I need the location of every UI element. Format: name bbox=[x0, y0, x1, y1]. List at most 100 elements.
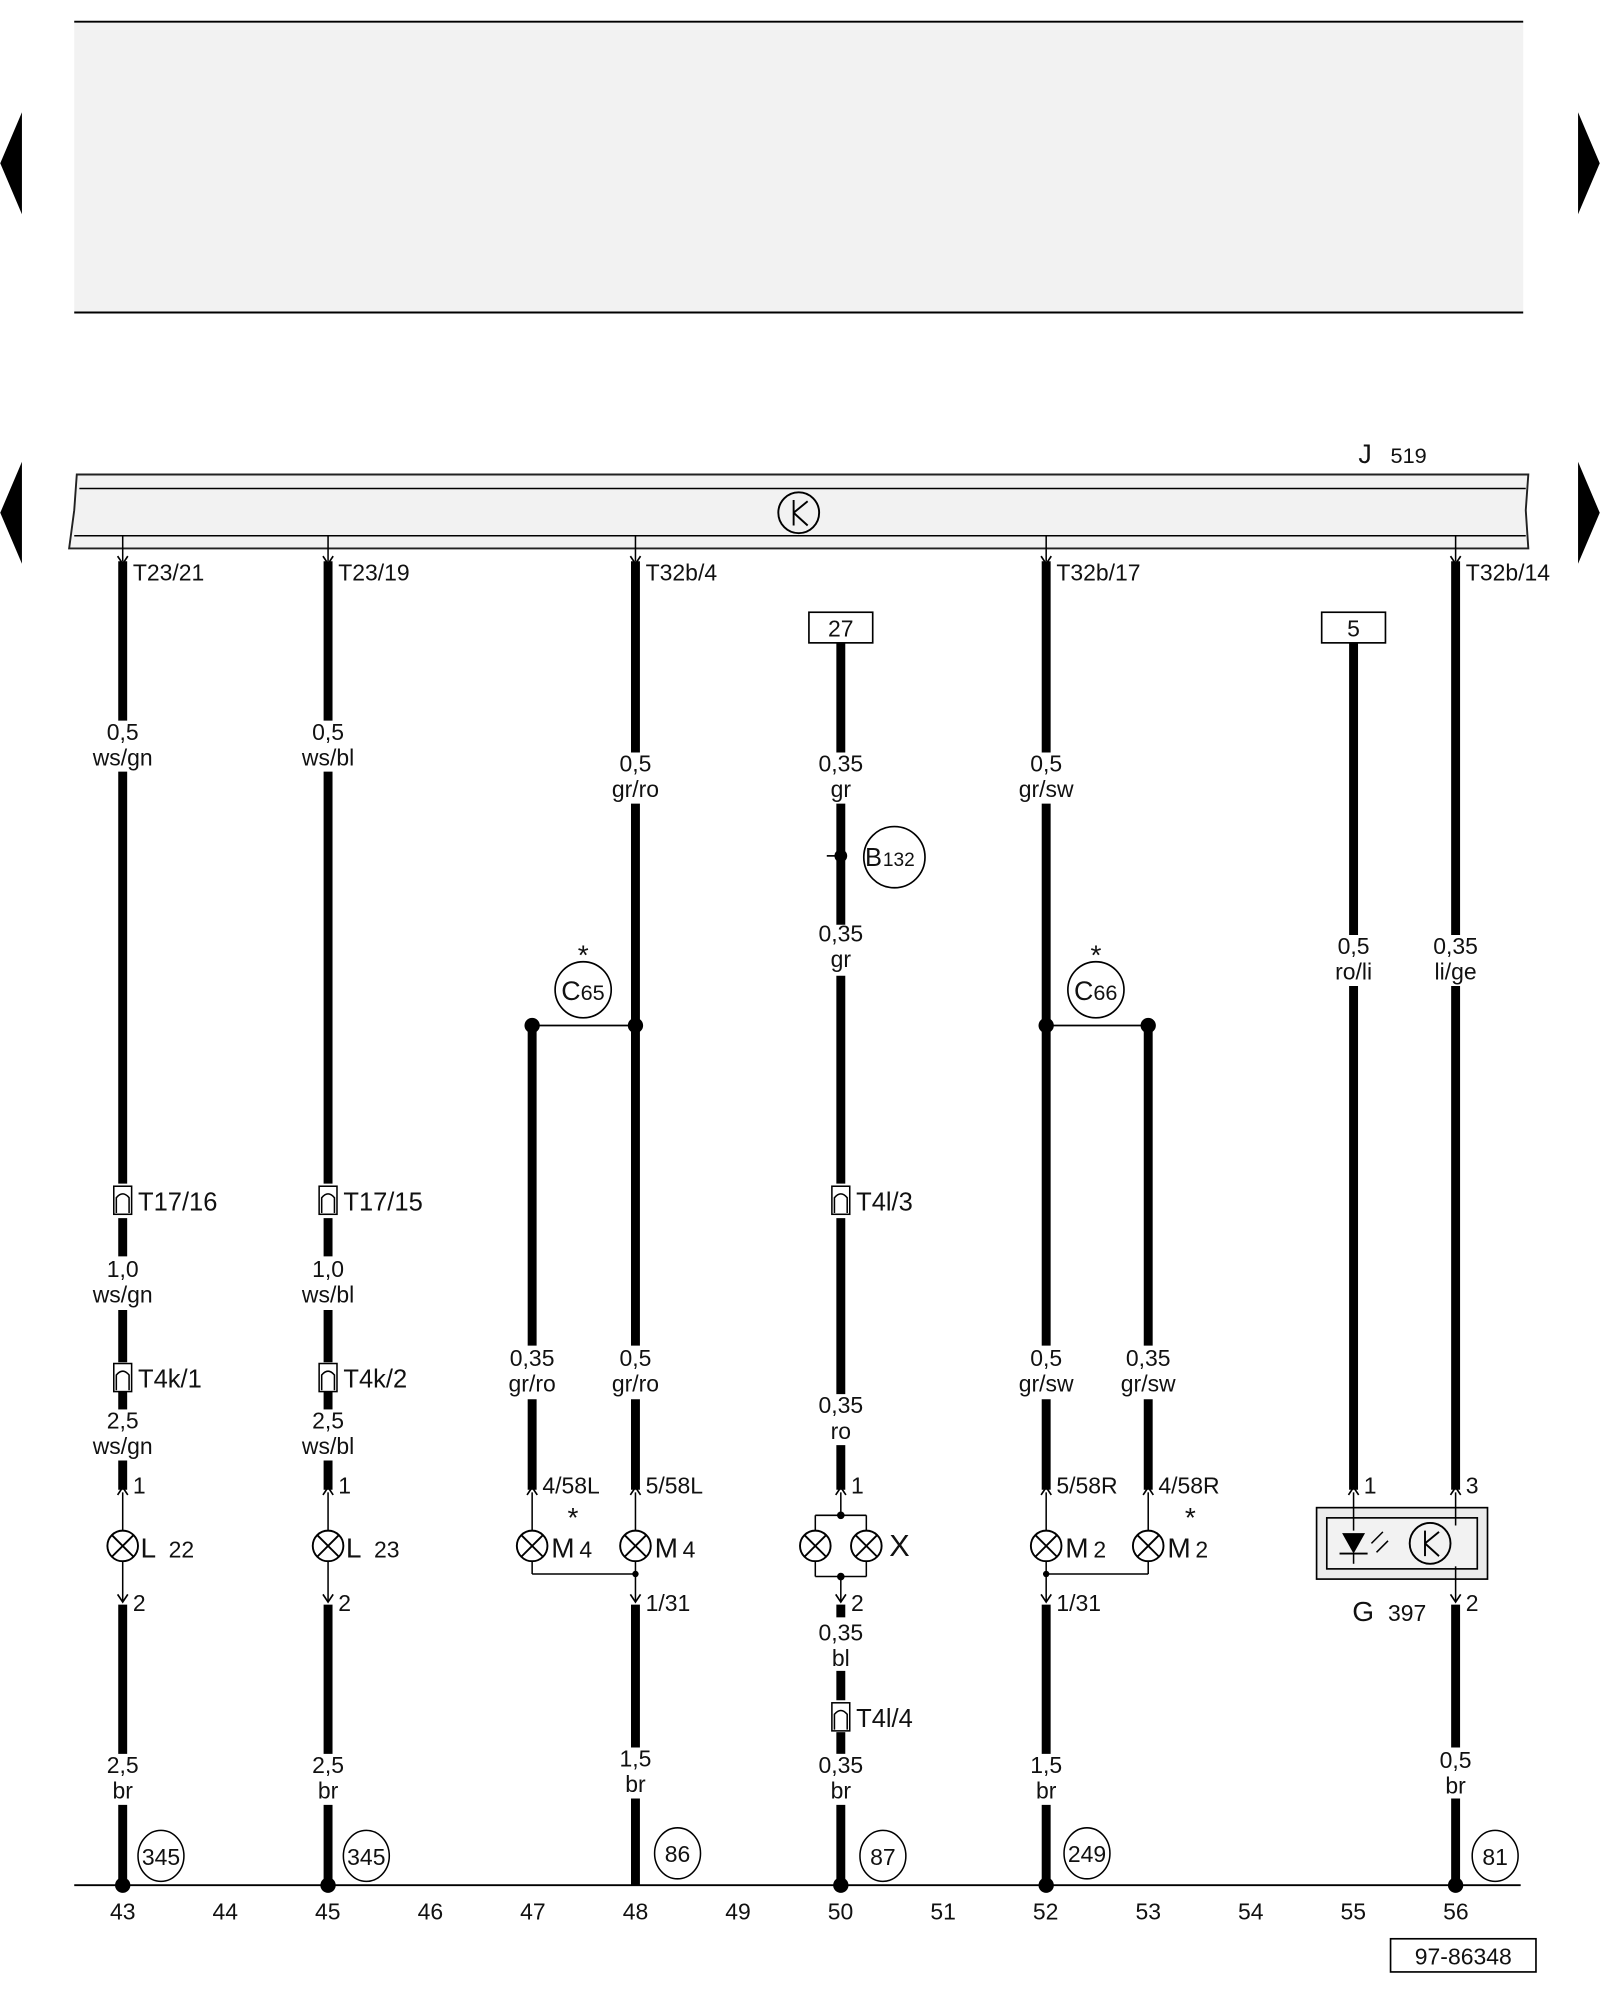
pin-label: T23/19 bbox=[338, 559, 409, 585]
column-number: 44 bbox=[212, 1899, 238, 1925]
column-number: 52 bbox=[1033, 1899, 1059, 1925]
wire-size-label: 0,5 bbox=[620, 751, 652, 777]
connector-icon bbox=[113, 1185, 133, 1216]
wire-color-label: br bbox=[113, 1777, 134, 1803]
ground-ref-number: 249 bbox=[1068, 1841, 1106, 1867]
icon-line bbox=[793, 500, 809, 514]
column-number: 49 bbox=[725, 1899, 751, 1925]
wire-size-label: 0,35 bbox=[1126, 1345, 1171, 1371]
column-number: 56 bbox=[1443, 1899, 1469, 1925]
icon-line bbox=[1424, 1531, 1440, 1545]
pin-label: 2 bbox=[133, 1590, 146, 1616]
nav-arrow-right-icon[interactable] bbox=[1578, 461, 1600, 564]
component-letter: L bbox=[346, 1532, 362, 1563]
pin-arrow-icon bbox=[526, 1485, 538, 1496]
wire-size-label: 2,5 bbox=[312, 1408, 344, 1434]
connection-point-circle bbox=[1067, 960, 1125, 1019]
wire-size-label: 0,5 bbox=[312, 719, 344, 745]
wire-color-label: bl bbox=[832, 1645, 850, 1671]
connection-point-letter: B bbox=[865, 844, 882, 872]
pin-arrow-icon bbox=[629, 1485, 642, 1496]
control-unit-bar bbox=[68, 473, 1530, 550]
connection-point-letter: C bbox=[561, 976, 580, 1006]
pin-arrow-icon bbox=[1347, 1485, 1360, 1496]
pin-label: 1/31 bbox=[646, 1590, 691, 1616]
wire-color-label: gr/ro bbox=[509, 1371, 556, 1397]
ground-ref-number: 87 bbox=[870, 1844, 896, 1870]
wire-color-label: br bbox=[1445, 1772, 1466, 1798]
component-letter: M bbox=[655, 1532, 678, 1563]
control-unit-symbol-icon bbox=[777, 491, 821, 535]
column-number: 51 bbox=[930, 1899, 956, 1925]
fuse-number: 27 bbox=[828, 615, 854, 641]
connection-point-number: 66 bbox=[1093, 980, 1117, 1005]
component-number: 4 bbox=[579, 1536, 592, 1562]
component-number: 2 bbox=[1093, 1536, 1106, 1562]
wire-color-label: ro/li bbox=[1335, 959, 1372, 985]
column-number: 43 bbox=[110, 1899, 136, 1925]
component-number: 2 bbox=[1195, 1536, 1208, 1562]
pin-label: 3 bbox=[1466, 1473, 1479, 1499]
junction-dot bbox=[632, 1570, 639, 1578]
junction-dot bbox=[524, 1017, 540, 1034]
junction-dot bbox=[1042, 1570, 1050, 1578]
junction-dot bbox=[320, 1877, 336, 1893]
pin-label: 5/58L bbox=[646, 1473, 703, 1499]
junction-dot bbox=[627, 1017, 644, 1034]
ground-ref-number: 81 bbox=[1482, 1844, 1508, 1870]
wire-color-label: ws/bl bbox=[301, 744, 354, 770]
wire-color-label: br bbox=[625, 1771, 646, 1797]
junction-dot bbox=[115, 1877, 131, 1893]
ground-ref-circle bbox=[859, 1829, 907, 1883]
module-number: 519 bbox=[1391, 443, 1427, 468]
column-number: 45 bbox=[315, 1899, 341, 1925]
wire-color-label: ws/bl bbox=[301, 1281, 354, 1307]
wire-color-label: gr/sw bbox=[1121, 1371, 1176, 1397]
component-letter: M bbox=[1167, 1532, 1190, 1563]
wire-color-label: br bbox=[318, 1777, 339, 1803]
control-unit-symbol-icon bbox=[1408, 1522, 1452, 1565]
connector-icon bbox=[831, 1185, 851, 1216]
pin-label: T32b/4 bbox=[646, 559, 718, 585]
wire-color-label: ws/gn bbox=[92, 1433, 153, 1459]
connection-point-circle bbox=[862, 825, 926, 889]
nav-arrow-left-icon[interactable] bbox=[0, 461, 22, 564]
bulb-icon bbox=[803, 1534, 827, 1558]
wire-color-label: ws/gn bbox=[92, 744, 153, 770]
nav-arrow-left-icon[interactable] bbox=[0, 112, 22, 215]
junction-dot bbox=[1038, 1017, 1054, 1034]
junction-dot bbox=[1140, 1017, 1156, 1034]
nav-arrow-right-icon[interactable] bbox=[1578, 112, 1600, 215]
wire-size-label: 1,0 bbox=[107, 1256, 139, 1282]
pin-label: 1 bbox=[851, 1473, 864, 1499]
footnote-star: * bbox=[567, 1502, 578, 1533]
pin-arrow-icon bbox=[835, 1485, 847, 1496]
column-number: 54 bbox=[1238, 1899, 1264, 1925]
wire-color-label: gr/sw bbox=[1019, 1371, 1074, 1397]
pin-label: 2 bbox=[338, 1590, 351, 1616]
bulb-icon bbox=[623, 1534, 647, 1558]
fuse-box bbox=[1320, 611, 1387, 644]
wire-size-label: 2,5 bbox=[107, 1752, 139, 1778]
wire-color-label: gr bbox=[831, 776, 852, 802]
junction-dot bbox=[1447, 1877, 1464, 1893]
ground-ref-number: 86 bbox=[665, 1841, 691, 1867]
pin-arrow-icon bbox=[1040, 1485, 1052, 1496]
wire-color-label: ro bbox=[831, 1418, 851, 1444]
wire-color-label: gr/ro bbox=[612, 776, 659, 802]
column-number: 46 bbox=[418, 1899, 444, 1925]
pin-label: T32b/14 bbox=[1466, 559, 1550, 585]
wire-color-label: gr/ro bbox=[612, 1371, 659, 1397]
wire-size-label: 0,5 bbox=[1030, 751, 1062, 777]
wire-color-label: br bbox=[831, 1777, 852, 1803]
wire-size-label: 2,5 bbox=[107, 1408, 139, 1434]
bulb-icon bbox=[316, 1534, 340, 1558]
pin-label: 2 bbox=[1466, 1590, 1479, 1616]
wire-size-label: 0,5 bbox=[1338, 933, 1370, 959]
connector-icon bbox=[833, 1193, 848, 1214]
pin-label: 1 bbox=[133, 1473, 146, 1499]
footnote-star: * bbox=[578, 939, 589, 970]
connector-label: T4l/4 bbox=[856, 1705, 913, 1733]
connector-icon bbox=[833, 1709, 848, 1730]
component-number: 22 bbox=[169, 1536, 195, 1562]
